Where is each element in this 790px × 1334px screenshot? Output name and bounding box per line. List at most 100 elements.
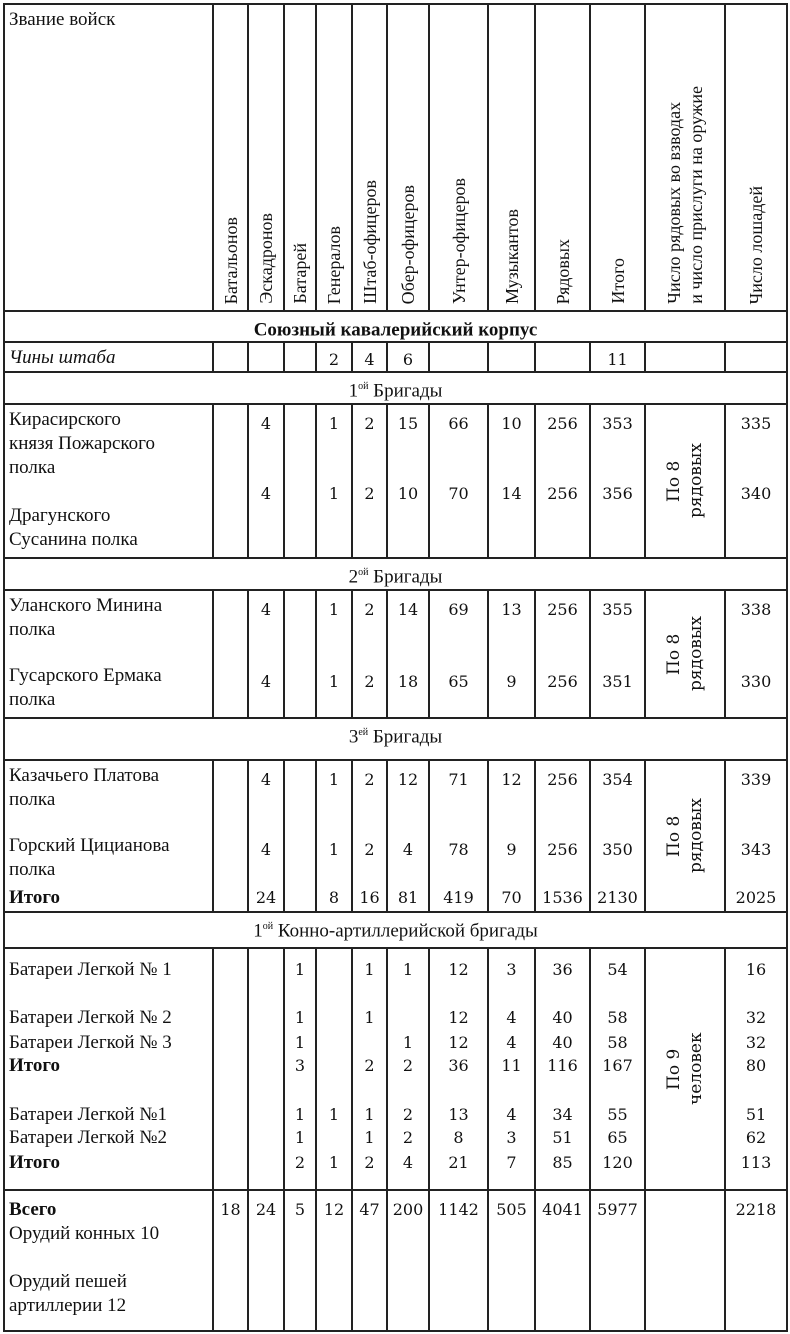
section-title: Бригады [368, 566, 443, 588]
cell-value: 9 [506, 672, 517, 691]
platoon-note: По 8 рядовых [664, 798, 706, 874]
cell-value: 4 [402, 840, 414, 859]
column-header: Батарей [290, 243, 310, 304]
column-header: Генералов [324, 225, 344, 304]
platoon-note: По 8 рядовых [664, 443, 706, 519]
cell-value: 2 [402, 1105, 414, 1124]
cell-value: 62 [745, 1128, 767, 1147]
cell-value: 4 [402, 1153, 414, 1172]
cell-value: 1 [364, 1128, 375, 1147]
column-divider [283, 590, 285, 718]
cell-value: 4 [364, 350, 375, 369]
cell-value: 18 [220, 1200, 241, 1219]
column-divider [644, 760, 646, 912]
cell-value: 85 [552, 1153, 573, 1172]
cell-value: 2 [364, 672, 375, 691]
cell-value: 1 [328, 1105, 340, 1124]
column-divider [428, 590, 430, 718]
column-divider [247, 342, 249, 372]
cell-value: 1 [294, 1008, 306, 1027]
cell-value: 8 [453, 1128, 464, 1147]
cell-value: 40 [552, 1008, 573, 1027]
cell-value: 70 [448, 484, 469, 503]
column-divider [315, 590, 317, 718]
column-divider [724, 4, 726, 311]
column-divider [315, 760, 317, 912]
column-header: Итого [607, 258, 628, 304]
cell-value: 120 [602, 1153, 633, 1172]
cell-value: 54 [607, 960, 628, 979]
row-label: Батареи Легкой № 3 [9, 1032, 172, 1053]
column-divider [283, 948, 285, 1190]
cell-value: 1 [328, 770, 340, 789]
column-divider [589, 760, 591, 912]
column-divider [534, 948, 536, 1190]
column-divider [351, 1190, 353, 1331]
cell-value: 351 [602, 672, 633, 691]
cell-value: 505 [496, 1200, 527, 1219]
cell-value: 2 [364, 770, 375, 789]
row-label: Батареи Легкой №1 [9, 1104, 167, 1125]
platoon-note: По 8 рядовых [664, 616, 706, 692]
cell-value: 1 [328, 414, 340, 433]
section-ordinal-suffix: ой [358, 381, 369, 392]
column-divider [315, 342, 317, 372]
section-ordinal-suffix: ой [262, 921, 274, 932]
cell-value: 4 [506, 1033, 517, 1052]
column-divider [534, 760, 536, 912]
section-heading: 2ой Бригады [4, 558, 787, 592]
cell-value: 58 [607, 1008, 628, 1027]
column-divider [428, 342, 430, 372]
section-heading: 1ой Конно-артиллерийской бригады [4, 912, 787, 946]
column-divider [724, 404, 726, 558]
cell-value: 12 [501, 770, 522, 789]
cell-value: 12 [448, 1033, 469, 1052]
column-divider [487, 342, 489, 372]
row-divider [3, 3, 788, 5]
cell-value: 12 [448, 1008, 469, 1027]
column-header: Рядовых [552, 238, 573, 304]
column-divider [386, 342, 388, 372]
column-divider [247, 1190, 249, 1331]
cell-value: 24 [255, 888, 277, 907]
platoon-note: По 9 человек [664, 1032, 706, 1106]
cell-value: 24 [255, 1200, 277, 1219]
section-title: Бригады [368, 726, 443, 748]
section-heading: Союзный кавалерийский корпус [4, 311, 787, 345]
column-header: Число рядовых во взводах и число прислуг… [664, 86, 706, 304]
section-heading: 1ой Бригады [4, 372, 787, 406]
cell-value: 58 [607, 1033, 628, 1052]
cell-value: 2 [364, 484, 375, 503]
cell-value: 3 [294, 1056, 306, 1075]
column-divider [315, 4, 317, 311]
cell-value: 1536 [542, 888, 583, 907]
cell-value: 4 [260, 672, 272, 691]
cell-value: 116 [547, 1056, 578, 1075]
cell-value: 1 [402, 1033, 414, 1052]
cell-value: 335 [740, 414, 772, 433]
column-divider [487, 404, 489, 558]
column-divider [386, 4, 388, 311]
column-divider [534, 590, 536, 718]
cell-value: 14 [397, 600, 419, 619]
section-ordinal-suffix: ей [358, 727, 369, 738]
column-divider [724, 1190, 726, 1331]
cell-value: 343 [740, 840, 772, 859]
cell-value: 13 [448, 1105, 469, 1124]
column-divider [724, 760, 726, 912]
cell-value: 4 [260, 840, 272, 859]
section-number: 1 [253, 920, 263, 942]
column-header: Эскадронов [256, 213, 276, 304]
cell-value: 80 [745, 1056, 767, 1075]
column-divider [351, 342, 353, 372]
column-divider [428, 1190, 430, 1331]
row-label: Кирасирского князя Пожарского полка [9, 409, 155, 478]
cell-value: 5 [294, 1200, 306, 1219]
cell-value: 1 [364, 1008, 375, 1027]
cell-value: 7 [506, 1153, 517, 1172]
column-divider [644, 404, 646, 558]
column-divider [212, 760, 214, 912]
column-divider [534, 4, 536, 311]
column-divider [351, 404, 353, 558]
